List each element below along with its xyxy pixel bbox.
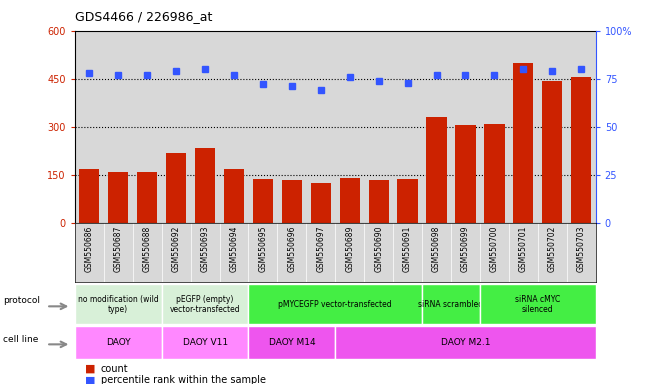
Bar [311, 183, 331, 223]
Bar [195, 148, 215, 223]
Bar [253, 179, 273, 223]
Text: protocol: protocol [3, 296, 40, 305]
Text: pMYCEGFP vector-transfected: pMYCEGFP vector-transfected [279, 300, 392, 309]
Bar [166, 153, 186, 223]
Bar [137, 172, 158, 223]
Text: GSM550695: GSM550695 [258, 226, 268, 272]
Bar [426, 117, 447, 223]
Text: siRNA cMYC
silenced: siRNA cMYC silenced [515, 295, 561, 314]
Text: GSM550692: GSM550692 [172, 226, 180, 272]
Text: GSM550694: GSM550694 [230, 226, 238, 272]
Bar [340, 178, 360, 223]
Text: count: count [101, 364, 128, 374]
Text: GSM550693: GSM550693 [201, 226, 210, 272]
Text: GSM550688: GSM550688 [143, 226, 152, 272]
Text: GSM550697: GSM550697 [316, 226, 326, 272]
Text: percentile rank within the sample: percentile rank within the sample [101, 375, 266, 384]
Text: GSM550687: GSM550687 [114, 226, 123, 272]
Bar [282, 180, 302, 223]
Text: DAOY M2.1: DAOY M2.1 [441, 338, 490, 347]
Text: ■: ■ [85, 364, 95, 374]
Text: GSM550698: GSM550698 [432, 226, 441, 272]
Bar [108, 172, 128, 223]
Text: ■: ■ [85, 375, 95, 384]
Text: GSM550703: GSM550703 [577, 226, 586, 272]
Text: GSM550690: GSM550690 [374, 226, 383, 272]
Text: siRNA scrambled: siRNA scrambled [419, 300, 484, 309]
Bar [455, 125, 476, 223]
Text: DAOY: DAOY [106, 338, 131, 347]
Bar [224, 169, 244, 223]
Text: GSM550701: GSM550701 [519, 226, 528, 272]
Bar [571, 77, 591, 223]
Text: GSM550686: GSM550686 [85, 226, 94, 272]
Bar [484, 124, 505, 223]
Text: DAOY V11: DAOY V11 [182, 338, 228, 347]
Text: pEGFP (empty)
vector-transfected: pEGFP (empty) vector-transfected [170, 295, 240, 314]
Bar [513, 63, 533, 223]
Bar [398, 179, 418, 223]
Text: GSM550700: GSM550700 [490, 226, 499, 272]
Text: GSM550689: GSM550689 [345, 226, 354, 272]
Text: GSM550696: GSM550696 [287, 226, 296, 272]
Text: GSM550699: GSM550699 [461, 226, 470, 272]
Bar [79, 169, 100, 223]
Text: GSM550691: GSM550691 [403, 226, 412, 272]
Text: DAOY M14: DAOY M14 [269, 338, 315, 347]
Text: cell line: cell line [3, 335, 38, 344]
Text: GSM550702: GSM550702 [547, 226, 557, 272]
Bar [368, 180, 389, 223]
Bar [542, 81, 562, 223]
Text: GDS4466 / 226986_at: GDS4466 / 226986_at [75, 10, 212, 23]
Text: no modification (wild
type): no modification (wild type) [78, 295, 159, 314]
